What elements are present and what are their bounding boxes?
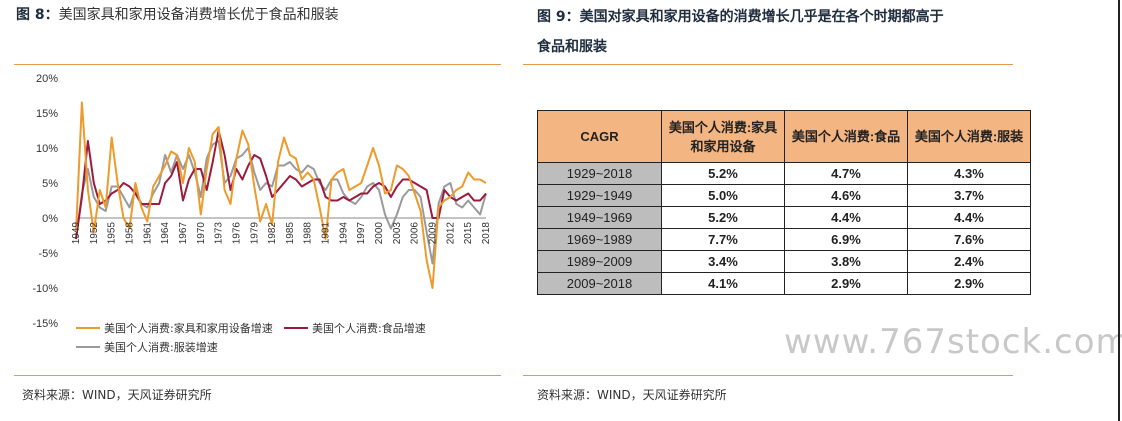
- table-cell-food: 2.9%: [784, 272, 908, 295]
- table-cell-furniture: 5.2%: [661, 206, 785, 229]
- x-tick-label: 1982: [267, 222, 278, 245]
- series-line-2: [75, 140, 487, 265]
- x-tick-label: 1967: [178, 222, 189, 245]
- page-right-border: [1118, 0, 1120, 421]
- x-tick-label: 2009: [428, 222, 439, 245]
- table-cell-clothing: 7.6%: [907, 228, 1031, 251]
- table-header-cagr: CAGR: [537, 110, 662, 163]
- right-title-rule: [523, 64, 1013, 65]
- y-tick-label: 20%: [36, 73, 58, 85]
- x-tick-label: 2015: [463, 222, 474, 245]
- x-tick-label: 1970: [196, 222, 207, 245]
- table-cell-furniture: 4.1%: [661, 272, 785, 295]
- x-tick-label: 1958: [124, 222, 135, 245]
- y-tick-label: -15%: [32, 318, 58, 330]
- right-source-rule: [523, 375, 1013, 376]
- table-cell-furniture: 5.0%: [661, 184, 785, 207]
- x-tick-label: 1997: [356, 222, 367, 245]
- table-cell-period: 1989~2009: [537, 250, 662, 273]
- table-cell-period: 1929~2018: [537, 162, 662, 185]
- table-cell-furniture: 5.2%: [661, 162, 785, 185]
- y-tick-label: -10%: [32, 283, 58, 295]
- left-figure-title-text: 美国家具和家用设备消费增长优于食品和服装: [58, 7, 339, 23]
- table-cell-clothing: 4.4%: [907, 206, 1031, 229]
- table-row: 1949~1969 5.2% 4.4% 4.4%: [537, 206, 1031, 229]
- y-tick-label: 10%: [36, 143, 58, 155]
- table-row: 2009~2018 4.1% 2.9% 2.9%: [537, 272, 1031, 295]
- x-tick-label: 1973: [214, 222, 225, 245]
- table-cell-period: 1929~1949: [537, 184, 662, 207]
- x-tick-label: 1985: [285, 222, 296, 245]
- table-cell-clothing: 3.7%: [907, 184, 1031, 207]
- x-tick-label: 1955: [107, 222, 118, 245]
- y-tick-label: -5%: [38, 248, 58, 260]
- table-cell-period: 2009~2018: [537, 272, 662, 295]
- table-cell-food: 4.7%: [784, 162, 908, 185]
- y-tick-label: 15%: [36, 108, 58, 120]
- table-cell-food: 4.4%: [784, 206, 908, 229]
- table-cell-food: 3.8%: [784, 250, 908, 273]
- series-line-0: [75, 101, 487, 289]
- x-tick-label: 1979: [249, 222, 260, 245]
- table-cell-furniture: 7.7%: [661, 228, 785, 251]
- series-line-1: [75, 129, 487, 240]
- table-header-row: CAGR 美国个人消费:家具和家用设备 美国个人消费:食品 美国个人消费:服装: [537, 110, 1031, 163]
- left-figure-label: 图 8：: [16, 7, 59, 23]
- y-tick-label: 5%: [42, 178, 58, 190]
- table-cell-period: 1949~1969: [537, 206, 662, 229]
- left-source: 资料来源：WIND，天风证券研究所: [22, 388, 212, 402]
- legend-label: 美国个人消费:家具和家用设备增速: [104, 321, 273, 335]
- table-row: 1969~1989 7.7% 6.9% 7.6%: [537, 228, 1031, 251]
- table-cell-period: 1969~1989: [537, 228, 662, 251]
- table-cell-clothing: 2.9%: [907, 272, 1031, 295]
- right-figure-label: 图 9：: [537, 9, 580, 25]
- legend-label: 美国个人消费:服装增速: [104, 340, 218, 354]
- table-header-clothing: 美国个人消费:服装: [907, 110, 1031, 163]
- x-tick-label: 2012: [445, 222, 456, 245]
- left-source-rule: [14, 375, 501, 376]
- x-tick-label: 1961: [142, 222, 153, 245]
- table-row: 1929~1949 5.0% 4.6% 3.7%: [537, 184, 1031, 207]
- right-figure-title-line1: 美国对家具和家用设备的消费增长几乎是在各个时期都高于: [579, 9, 944, 25]
- x-tick-label: 2006: [410, 222, 421, 245]
- x-tick-label: 1952: [89, 222, 100, 245]
- x-tick-label: 1976: [231, 222, 242, 245]
- x-tick-label: 1994: [338, 222, 349, 245]
- table-cell-furniture: 3.4%: [661, 250, 785, 273]
- table-header-food: 美国个人消费:食品: [784, 110, 908, 163]
- right-source: 资料来源：WIND，天风证券研究所: [537, 388, 727, 402]
- table-row: 1929~2018 5.2% 4.7% 4.3%: [537, 162, 1031, 185]
- x-tick-label: 2003: [392, 222, 403, 245]
- right-figure-title: 图 9：美国对家具和家用设备的消费增长几乎是在各个时期都高于 食品和服装: [537, 4, 1017, 60]
- left-figure-title: 图 8：美国家具和家用设备消费增长优于食品和服装: [16, 2, 339, 28]
- table-cell-clothing: 2.4%: [907, 250, 1031, 273]
- x-tick-label: 1988: [303, 222, 314, 245]
- right-figure-title-line2: 食品和服装: [537, 39, 607, 55]
- x-tick-label: 1964: [160, 222, 171, 245]
- table-row: 1989~2009 3.4% 3.8% 2.4%: [537, 250, 1031, 273]
- table-cell-food: 6.9%: [784, 228, 908, 251]
- y-tick-label: 0%: [42, 213, 58, 225]
- watermark: www.767stock.com: [784, 322, 1122, 362]
- table-header-furniture: 美国个人消费:家具和家用设备: [661, 110, 785, 163]
- x-tick-label: 1949: [71, 222, 82, 245]
- x-tick-label: 1991: [321, 222, 332, 245]
- x-tick-label: 2000: [374, 222, 385, 245]
- table-cell-food: 4.6%: [784, 184, 908, 207]
- line-chart: 20% 15% 10% 5% 0% -5% -10% -15% 1949 1952 1955 1958…: [32, 73, 492, 354]
- left-title-rule: [14, 64, 501, 65]
- x-tick-label: 2018: [481, 222, 492, 245]
- table-cell-clothing: 4.3%: [907, 162, 1031, 185]
- cagr-table: CAGR 美国个人消费:家具和家用设备 美国个人消费:食品 美国个人消费:服装 …: [537, 110, 1031, 295]
- legend-label: 美国个人消费:食品增速: [312, 321, 426, 335]
